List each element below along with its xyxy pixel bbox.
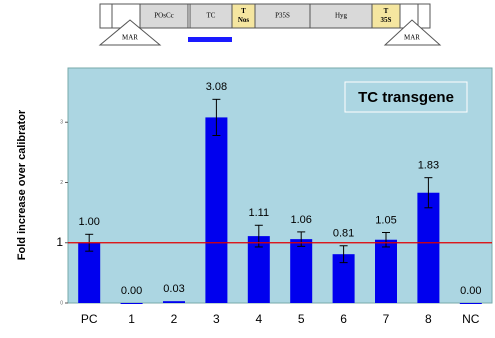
mar-label: MAR — [404, 34, 420, 42]
bar — [247, 236, 270, 303]
bar — [375, 239, 397, 303]
mar-triangle — [383, 19, 442, 46]
bar — [417, 192, 440, 303]
construct-segment — [139, 3, 189, 29]
x-tick-label: NC — [462, 312, 480, 326]
x-tick-label: 2 — [171, 312, 178, 326]
y-tick-label: 2 — [60, 180, 63, 186]
y-tick-label: 3 — [60, 120, 63, 126]
segment-label: TC — [207, 12, 216, 20]
bar — [163, 301, 185, 303]
bar — [459, 303, 482, 304]
mar-label: MAR — [122, 34, 138, 42]
segment-label: T — [384, 7, 389, 15]
x-tick-label: 3 — [213, 312, 220, 326]
value-label: 1.83 — [418, 160, 439, 172]
value-label: 1.05 — [375, 214, 396, 226]
segment-label: 35S — [381, 16, 392, 24]
segment-label: POsCc — [154, 12, 173, 20]
segment-label: Hyg — [335, 12, 348, 20]
construct-segment — [254, 3, 311, 29]
value-label: 1.00 — [78, 216, 99, 228]
amplicon-bar — [188, 37, 232, 42]
y-tick-label: 0 — [60, 300, 63, 306]
bar — [332, 254, 355, 303]
x-tick-label: 8 — [425, 312, 432, 326]
segment-label: Nos — [238, 16, 250, 24]
bar — [290, 239, 313, 303]
bar — [78, 242, 101, 303]
y-tick-label: 1 — [56, 235, 63, 249]
construct-segment — [309, 3, 373, 29]
value-label: 0.00 — [460, 285, 481, 297]
value-label: 3.08 — [206, 81, 227, 93]
annotation: TC transgene — [358, 89, 454, 106]
value-label: 1.11 — [249, 207, 270, 219]
y-axis-label: Fold increase over calibrator — [16, 109, 28, 260]
value-label: 1.06 — [290, 214, 311, 226]
value-label: 0.81 — [333, 228, 354, 240]
right-end — [417, 3, 431, 29]
x-tick-label: 7 — [383, 312, 390, 326]
x-tick-label: 5 — [298, 312, 305, 326]
segment-label: T — [241, 7, 246, 15]
mar-triangle — [98, 19, 162, 46]
bar — [205, 117, 228, 304]
value-label: 0.00 — [121, 285, 142, 297]
x-tick-label: 1 — [128, 312, 135, 326]
x-tick-label: 6 — [340, 312, 347, 326]
segment-label: P35S — [275, 12, 290, 20]
value-label: 0.03 — [163, 283, 184, 295]
bar — [120, 303, 143, 304]
left-end — [99, 3, 113, 29]
x-tick-label: PC — [81, 312, 98, 326]
construct-segment — [371, 3, 401, 29]
annotation-box — [344, 81, 468, 113]
x-tick-label: 4 — [255, 312, 262, 326]
construct-segment — [189, 3, 233, 29]
